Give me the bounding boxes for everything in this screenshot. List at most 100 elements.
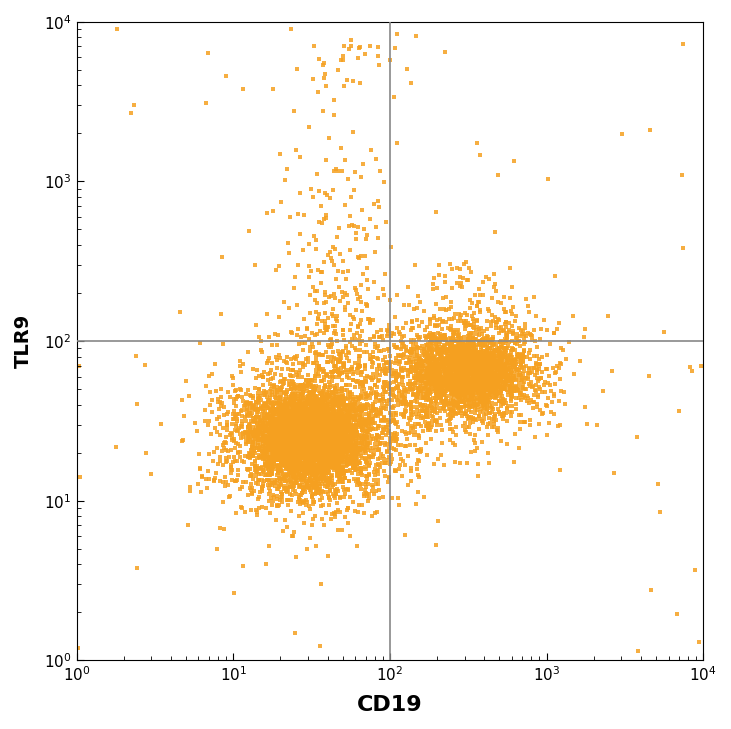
Point xyxy=(351,421,363,433)
Point xyxy=(301,429,313,441)
Point xyxy=(252,421,264,433)
Point xyxy=(295,402,306,414)
Point xyxy=(491,346,502,357)
Point xyxy=(319,443,331,454)
Point xyxy=(479,359,491,370)
Point xyxy=(313,428,325,440)
Point xyxy=(470,381,482,392)
Point xyxy=(360,416,371,428)
Point xyxy=(420,370,432,381)
Point xyxy=(431,356,442,367)
Point xyxy=(317,420,329,432)
Point xyxy=(439,46,451,58)
Point xyxy=(293,436,305,448)
Point xyxy=(279,427,291,439)
Point xyxy=(300,460,312,472)
Point xyxy=(504,380,516,391)
Point xyxy=(542,392,553,404)
Point xyxy=(486,370,498,382)
Point xyxy=(284,421,296,432)
Point xyxy=(441,391,452,402)
Point xyxy=(581,418,593,430)
Point xyxy=(280,389,292,400)
Point xyxy=(456,389,468,400)
Point xyxy=(430,381,442,392)
Point xyxy=(434,375,446,387)
Point xyxy=(292,438,304,450)
Point xyxy=(464,335,476,347)
Point xyxy=(444,363,456,375)
Point xyxy=(466,381,478,392)
Point xyxy=(518,345,530,356)
Point xyxy=(413,355,425,367)
Point xyxy=(243,434,254,445)
Point xyxy=(549,378,561,390)
Point xyxy=(395,408,407,420)
Point xyxy=(290,399,302,410)
Point xyxy=(496,381,508,393)
Point xyxy=(282,413,294,424)
Point xyxy=(312,443,324,455)
Point xyxy=(348,463,360,475)
Point xyxy=(387,400,399,412)
Point xyxy=(341,413,352,424)
Point xyxy=(303,454,314,466)
Point xyxy=(288,477,300,488)
Point xyxy=(306,394,318,406)
Point xyxy=(498,371,510,383)
Point xyxy=(483,457,495,469)
Point xyxy=(317,423,328,434)
Point xyxy=(307,469,319,480)
Point xyxy=(330,353,341,364)
Point xyxy=(507,343,519,355)
Point xyxy=(529,369,541,381)
Point xyxy=(492,370,504,382)
Point xyxy=(330,440,342,452)
Point xyxy=(306,436,317,448)
Point xyxy=(336,436,348,448)
Point xyxy=(371,432,382,444)
Point xyxy=(341,421,353,432)
Point xyxy=(353,351,365,362)
Point xyxy=(469,332,480,344)
Point xyxy=(275,399,287,411)
Point xyxy=(412,290,423,302)
Point xyxy=(257,417,269,429)
Point xyxy=(544,370,556,382)
Point xyxy=(299,432,311,443)
Point xyxy=(299,450,311,461)
Point xyxy=(362,421,374,432)
Point xyxy=(425,333,436,345)
Point xyxy=(325,442,337,453)
Point xyxy=(346,437,357,448)
Point xyxy=(361,473,373,485)
Point xyxy=(427,283,439,295)
Point xyxy=(322,418,334,430)
Point xyxy=(486,362,498,373)
Point xyxy=(250,411,262,423)
Point xyxy=(461,376,472,388)
Point xyxy=(367,368,379,380)
Point xyxy=(518,416,530,428)
Point xyxy=(358,488,370,499)
Point xyxy=(279,450,290,461)
Point xyxy=(507,370,519,381)
Point xyxy=(297,452,308,464)
Point xyxy=(438,403,450,415)
Point xyxy=(491,362,502,373)
Point xyxy=(458,389,469,400)
Point xyxy=(505,349,517,361)
Point xyxy=(500,321,512,332)
Point xyxy=(330,431,341,443)
Point xyxy=(323,413,335,425)
Point xyxy=(297,389,308,401)
Point xyxy=(273,438,285,450)
Point xyxy=(292,402,303,413)
Point xyxy=(260,432,271,443)
Point xyxy=(316,459,327,470)
Point xyxy=(279,402,291,414)
Point xyxy=(303,421,314,433)
Point xyxy=(258,413,270,424)
Point xyxy=(303,436,315,448)
Point xyxy=(449,439,461,451)
